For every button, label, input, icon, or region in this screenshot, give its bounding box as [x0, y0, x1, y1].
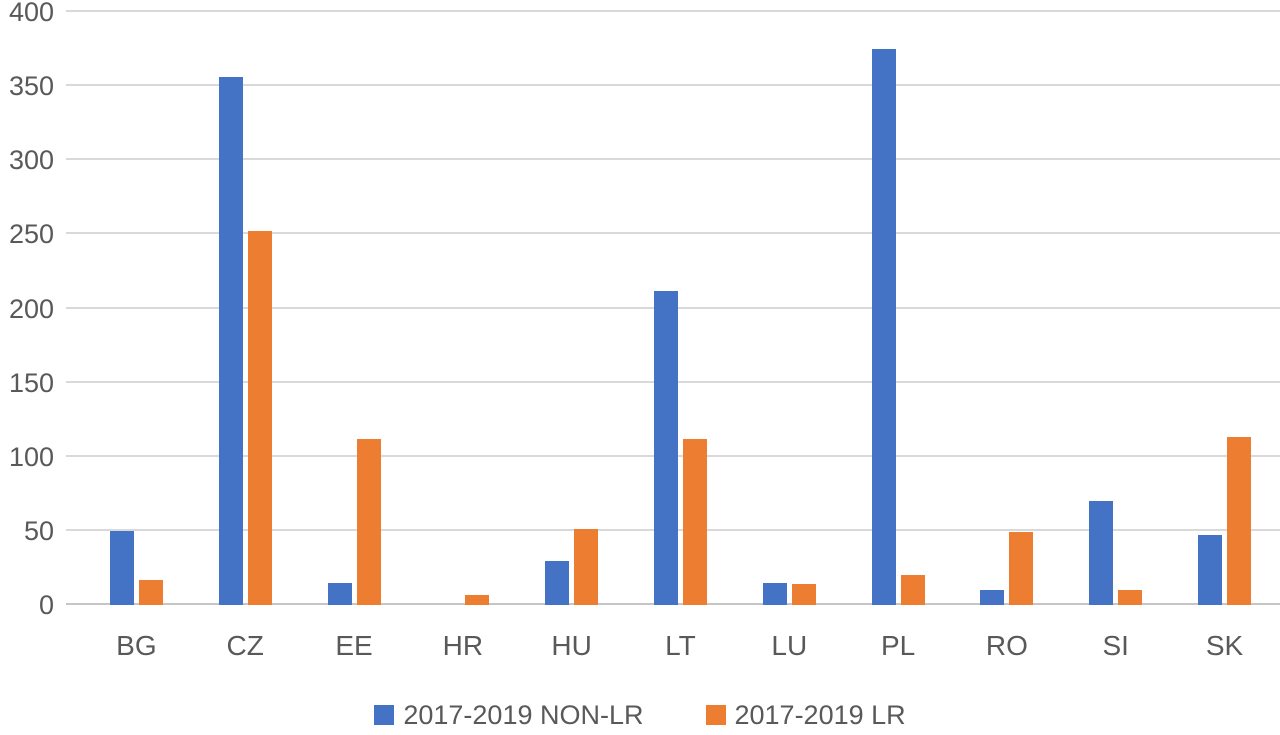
bar-lu-series-1 [791, 584, 816, 605]
x-tick-label-ee: EE [335, 630, 373, 661]
bar-si-series-1 [1118, 590, 1143, 605]
y-axis: 0 50 100 150 200 250 300 350 400 [0, 0, 56, 735]
bar-sk-series-0 [1198, 535, 1223, 605]
y-tick-label: 400 [8, 0, 54, 27]
gridline [66, 10, 1280, 12]
bar-ee-series-1 [356, 438, 381, 605]
bar-group-cz [191, 12, 300, 605]
bar-cz-series-1 [247, 231, 272, 605]
bar-group-hr [408, 12, 517, 605]
bar-hu-series-1 [574, 529, 599, 605]
bar-si-series-0 [1089, 501, 1114, 605]
legend-label: 2017-2019 NON-LR [403, 699, 644, 730]
x-tick-label-sk: SK [1205, 630, 1244, 661]
y-tick-label: 350 [8, 71, 54, 102]
x-tick-label-pl: PL [880, 630, 916, 661]
bar-ro-series-1 [1009, 532, 1034, 605]
legend-item-1: 2017-2019 LR [705, 699, 906, 731]
legend-item-0: 2017-2019 NON-LR [374, 699, 644, 731]
bar-pl-series-0 [871, 49, 896, 605]
x-tick-label-cz: CZ [226, 630, 264, 661]
bar-group-hu [517, 12, 626, 605]
x-tick-label-si: SI [1102, 630, 1129, 661]
bar-lt-series-1 [682, 438, 707, 605]
bar-lt-series-0 [653, 290, 678, 605]
y-tick-label: 100 [8, 441, 54, 472]
x-tick-label-hu: HU [551, 630, 592, 661]
y-tick-label: 200 [8, 293, 54, 324]
bar-group-si [1061, 12, 1170, 605]
bar-group-ro [953, 12, 1062, 605]
legend-label: 2017-2019 LR [734, 699, 906, 730]
bar-group-ee [300, 12, 409, 605]
x-tick-label-lt: LT [665, 630, 696, 661]
bar-ee-series-0 [327, 582, 352, 605]
legend: 2017-2019 NON-LR 2017-2019 LR [0, 698, 1280, 732]
bar-group-pl [844, 12, 953, 605]
bar-bg-series-1 [138, 579, 163, 605]
legend-swatch-icon [374, 705, 395, 725]
bar-sk-series-1 [1227, 437, 1252, 605]
y-tick-label: 300 [8, 145, 54, 176]
bar-bg-series-0 [109, 530, 134, 605]
bar-hr-series-1 [465, 594, 490, 605]
y-tick-label: 150 [8, 367, 54, 398]
x-tick-label-ro: RO [985, 630, 1028, 661]
y-tick-label: 250 [8, 219, 54, 250]
x-tick-label-bg: BG [116, 630, 157, 661]
bar-hu-series-0 [545, 560, 570, 605]
y-tick-label: 0 [38, 590, 54, 620]
y-tick-label: 50 [23, 515, 54, 546]
gridline [66, 84, 1280, 87]
x-tick-label-hr: HR [442, 630, 484, 661]
bar-lu-series-0 [762, 582, 787, 605]
bar-group-lt [626, 12, 735, 605]
bar-group-bg [82, 12, 191, 605]
bars-area [82, 12, 1279, 605]
gridline [66, 232, 1280, 235]
bar-group-sk [1170, 12, 1279, 605]
bar-ro-series-0 [980, 590, 1005, 605]
bar-group-lu [735, 12, 844, 605]
bar-cz-series-0 [218, 77, 243, 605]
x-axis: BG CZ EE HR HU LT LU PL RO SI SK [82, 630, 1279, 662]
x-tick-label-lu: LU [771, 630, 808, 661]
gridline [66, 158, 1280, 161]
bar-pl-series-1 [900, 575, 925, 605]
legend-swatch-icon [705, 705, 726, 725]
